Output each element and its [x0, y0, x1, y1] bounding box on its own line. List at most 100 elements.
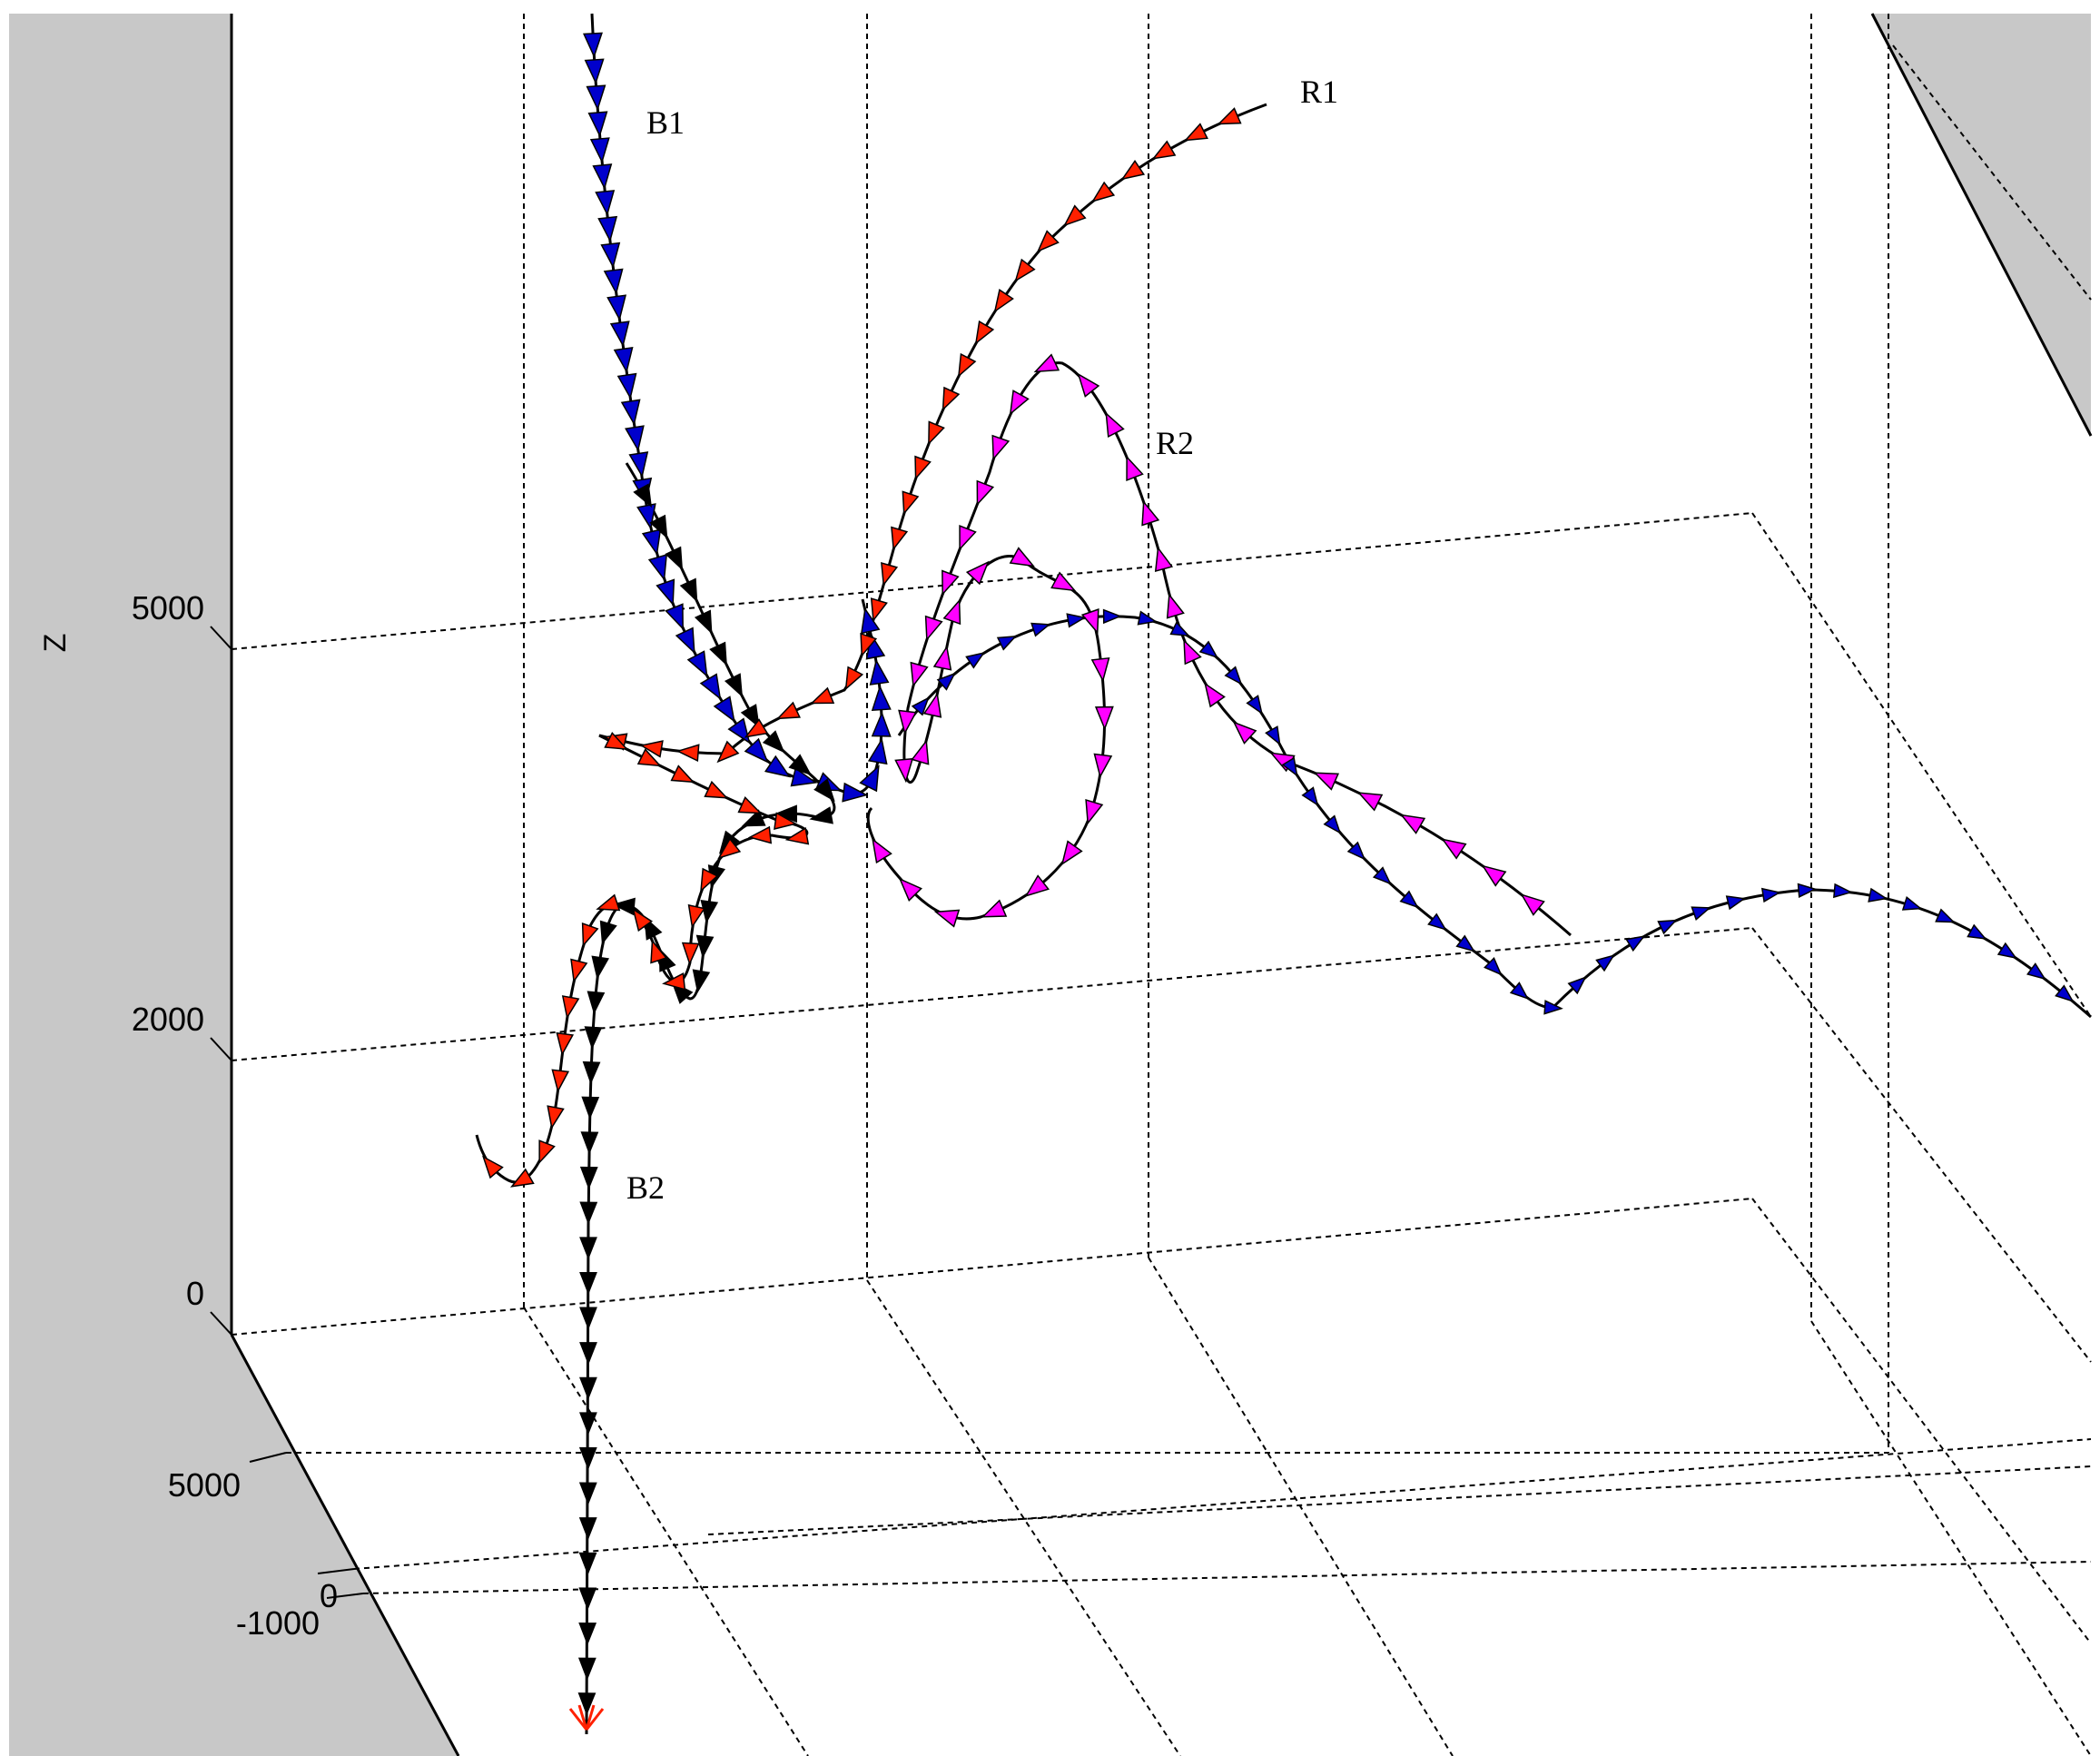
- trajectory-marker: [871, 711, 892, 737]
- trajectory-marker: [1520, 893, 1545, 916]
- z-tick-label-2000: 2000: [132, 1001, 204, 1038]
- trajectory-marker: [675, 626, 695, 655]
- trajectory-marker: [589, 137, 610, 164]
- trajectory-marker: [670, 765, 695, 784]
- trajectory-marker: [587, 111, 608, 138]
- trajectory-marker: [1126, 455, 1144, 482]
- trajectory-marker: [784, 826, 810, 845]
- trajectory-marker: [547, 1105, 565, 1130]
- y-tick-mark: [317, 1568, 355, 1574]
- y-tick-label-0: 0: [320, 1577, 338, 1614]
- trajectory-marker: [577, 1657, 596, 1681]
- trajectory-marker: [928, 420, 945, 446]
- trajectory-marker: [579, 1307, 597, 1330]
- trajectory-marker: [1797, 883, 1818, 899]
- trajectory-marker: [1036, 230, 1060, 252]
- trajectory-marker: [686, 650, 708, 678]
- trajectory-marker: [716, 740, 740, 764]
- trajectory-marker: [974, 320, 995, 345]
- trajectory-marker: [578, 1587, 597, 1611]
- trajectory-marker: [665, 603, 684, 631]
- trajectory-marker: [581, 922, 599, 948]
- trajectory-marker: [695, 934, 715, 959]
- trajectory-marker: [687, 903, 706, 929]
- trajectory-marker: [813, 778, 835, 802]
- trajectory-marker: [993, 289, 1014, 313]
- trajectory-marker: [595, 190, 616, 217]
- floor-back-edge: [231, 1198, 1753, 1336]
- trajectory-marker: [694, 609, 713, 635]
- left-panel: [9, 14, 458, 1756]
- trajectory-marker: [871, 685, 892, 712]
- series-label-b2: B2: [626, 1169, 665, 1206]
- trajectory-marker: [1120, 159, 1146, 181]
- trajectory-marker: [579, 1237, 597, 1260]
- trajectory-marker: [1567, 976, 1587, 995]
- trajectory-marker: [675, 744, 700, 763]
- trajectory-marker: [709, 641, 727, 666]
- trajectory-marker: [713, 695, 735, 723]
- trajectory-marker: [1094, 705, 1114, 731]
- trajectory-marker: [656, 578, 675, 607]
- trajectory-marker: [1509, 982, 1530, 1001]
- z-axis-label: Z: [38, 634, 73, 653]
- trajectory-marker: [1595, 954, 1615, 972]
- trajectory-marker: [556, 1031, 575, 1057]
- trajectory-marker: [762, 730, 785, 754]
- trajectory-marker: [636, 748, 662, 767]
- z-grid-2000: [231, 927, 1753, 1061]
- trajectory-marker: [633, 483, 653, 508]
- trajectory-marker: [922, 692, 942, 718]
- trajectory-marker: [1183, 638, 1202, 666]
- box-grid: [230, 14, 2092, 1756]
- trajectory-marker: [597, 215, 618, 242]
- trajectory-marker: [603, 268, 624, 295]
- z-grid-2000-depth: [1751, 927, 2092, 1363]
- trajectory-marker: [1265, 725, 1281, 746]
- trajectory-marker: [2055, 984, 2075, 1002]
- trajectory-marker: [1691, 906, 1711, 921]
- trajectory-marker: [580, 1131, 599, 1155]
- trajectory-marker: [1935, 908, 1956, 923]
- trajectory-marker: [1441, 838, 1467, 860]
- trajectory-marker: [1625, 935, 1646, 952]
- y-tick-label-5000: 5000: [168, 1466, 241, 1504]
- trajectory-marker: [625, 425, 645, 452]
- trajectory-marker: [1399, 890, 1419, 909]
- trajectory-marker: [1455, 934, 1476, 952]
- z-tick-mark: [210, 1311, 232, 1336]
- trajectory-marker: [578, 1622, 597, 1646]
- trajectory-marker: [1246, 695, 1263, 715]
- trajectory-marker: [579, 1271, 597, 1296]
- trajectory-marker: [604, 731, 629, 751]
- trajectory-marker: [942, 386, 961, 411]
- trajectory-marker: [584, 1026, 603, 1050]
- trajectory-marker: [1281, 756, 1298, 777]
- trajectory-marker: [1224, 666, 1243, 686]
- trajectory-marker: [788, 754, 813, 776]
- trajectory-marker: [628, 451, 649, 478]
- trajectory-marker: [910, 661, 929, 688]
- trajectory-marker: [976, 479, 995, 507]
- y-axis-line: [230, 1334, 460, 1756]
- floor-grid-minus1000: [362, 1561, 2092, 1594]
- trajectory-marker: [578, 1517, 597, 1541]
- axis-ticks: 5000 2000 0 5000 0 -1000 Z: [38, 589, 364, 1642]
- trajectory-marker: [1217, 107, 1242, 125]
- trajectory-marker: [1833, 883, 1853, 899]
- trajectory-marker: [1066, 613, 1087, 628]
- trajectory-marker: [1301, 786, 1319, 807]
- trajectory-marker: [1204, 682, 1226, 708]
- y-tick-mark: [326, 1593, 364, 1599]
- trajectory-marker: [898, 877, 922, 903]
- trajectory-marker: [869, 658, 890, 686]
- trajectory-marker: [965, 652, 986, 669]
- trajectory-marker: [942, 569, 960, 597]
- trajectory-marker: [662, 972, 686, 991]
- series-label-r1: R1: [1300, 74, 1338, 110]
- trajectory-marker: [611, 897, 636, 916]
- trajectory-marker: [810, 686, 835, 705]
- trajectory-marker: [747, 825, 773, 844]
- trajectory-marker: [700, 867, 719, 893]
